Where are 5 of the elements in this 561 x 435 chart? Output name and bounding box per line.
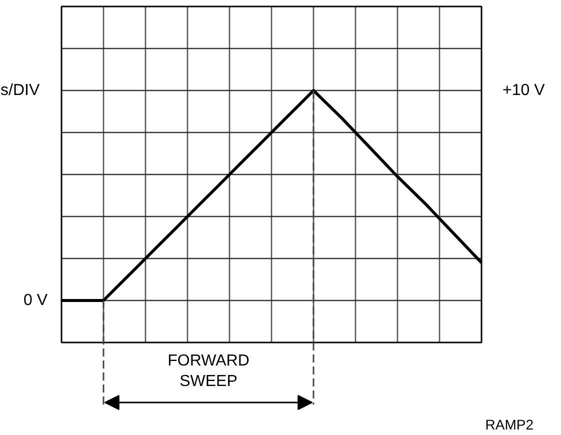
text: 0 V xyxy=(23,292,48,309)
text: +10 V xyxy=(502,82,546,99)
text: RAMP2 xyxy=(485,416,534,432)
text: s/DIV xyxy=(0,82,40,99)
text: FORWARD SWEEP xyxy=(168,352,250,390)
